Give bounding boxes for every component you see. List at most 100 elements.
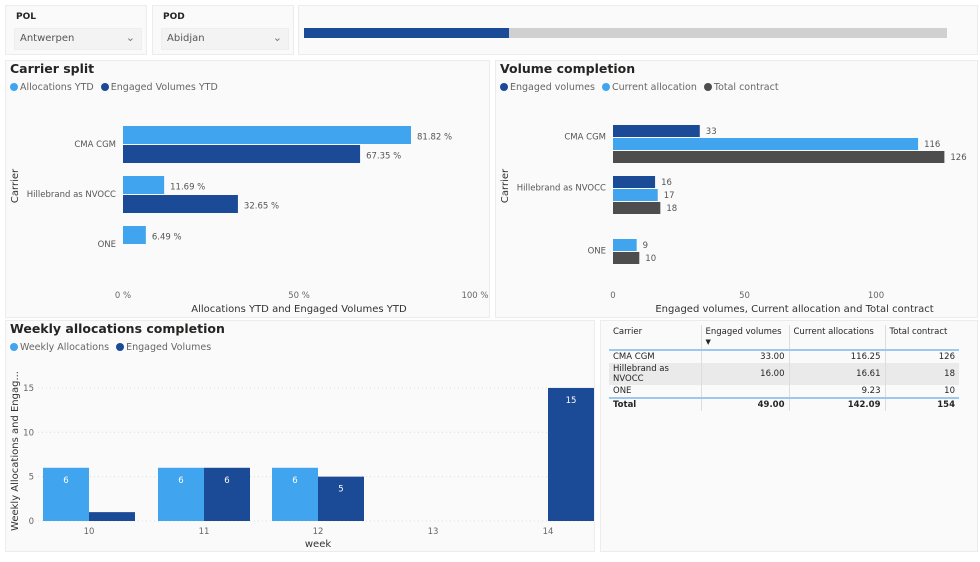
y-axis-title: Carrier bbox=[10, 168, 21, 203]
data-label: 116 bbox=[924, 140, 940, 150]
weekly-panel: Weekly allocations completion Weekly All… bbox=[5, 320, 595, 552]
bar bbox=[613, 151, 945, 163]
tick-label: 100 bbox=[868, 291, 884, 301]
data-label: 6.49 % bbox=[152, 232, 182, 242]
volume-completion-panel: Volume completion Engaged volumes Curren… bbox=[495, 60, 978, 318]
tick-label: 0 bbox=[29, 517, 34, 527]
bar bbox=[613, 176, 656, 188]
carrier-split-panel: Carrier split Allocations YTD Engaged Vo… bbox=[5, 60, 490, 318]
column-header[interactable]: Total contract bbox=[884, 325, 959, 350]
pod-label: POD bbox=[163, 12, 185, 22]
legend-item[interactable]: Engaged Volumes bbox=[116, 342, 211, 353]
bar bbox=[613, 252, 640, 264]
pol-slicer: POL Antwerpen ⌄ bbox=[5, 5, 147, 55]
data-label: 81.82 % bbox=[417, 132, 452, 142]
data-label: 67.35 % bbox=[366, 151, 401, 161]
bar bbox=[123, 176, 165, 194]
data-label: 33 bbox=[706, 127, 717, 137]
bar bbox=[204, 467, 250, 521]
pol-dropdown[interactable]: Antwerpen ⌄ bbox=[14, 28, 142, 50]
tick-label: 0 bbox=[610, 291, 615, 301]
bar bbox=[613, 138, 919, 150]
legend: Weekly Allocations Engaged Volumes bbox=[10, 342, 215, 353]
data-label: 17 bbox=[664, 191, 675, 201]
tick-label: 13 bbox=[428, 527, 439, 537]
legend-item[interactable]: Engaged volumes bbox=[500, 82, 595, 93]
category-label: Hillebrand as NVOCC bbox=[27, 190, 116, 200]
category-label: ONE bbox=[98, 240, 116, 250]
y-axis-title: Weekly Allocations and Engag... bbox=[10, 371, 21, 531]
weekly-chart: 0 5 10 15 10 11 12 13 14 6 6 6 6 5 15 week Weekly Alloca… bbox=[10, 371, 594, 550]
tick-label: 14 bbox=[543, 527, 554, 537]
legend: Allocations YTD Engaged Volumes YTD bbox=[10, 82, 222, 93]
summary-table-panel: Carrier Engaged volumes ▼ Current allocat… bbox=[600, 320, 978, 552]
bar bbox=[123, 195, 238, 213]
data-label: 6 bbox=[224, 476, 229, 486]
data-label: 6 bbox=[63, 476, 68, 486]
data-label: 126 bbox=[950, 153, 966, 163]
column-header[interactable]: Carrier bbox=[613, 327, 643, 337]
data-label: 11.69 % bbox=[170, 182, 205, 192]
bar bbox=[613, 202, 661, 214]
chevron-down-icon: ⌄ bbox=[125, 31, 135, 44]
data-label: 5 bbox=[338, 485, 343, 495]
bar bbox=[123, 226, 146, 244]
tick-label: 50 bbox=[739, 291, 750, 301]
pol-label: POL bbox=[16, 12, 36, 22]
pod-dropdown[interactable]: Abidjan ⌄ bbox=[161, 28, 289, 50]
sort-desc-icon: ▼ bbox=[705, 338, 711, 346]
tick-label: 12 bbox=[313, 527, 324, 537]
x-axis-title: Engaged volumes, Current allocation and … bbox=[655, 304, 933, 315]
column-header[interactable]: Current allocations bbox=[788, 325, 885, 350]
bar bbox=[123, 145, 361, 163]
y-axis-title: Carrier bbox=[500, 168, 511, 203]
tick-label: 50 % bbox=[288, 291, 310, 301]
x-axis-title: Allocations YTD and Engaged Volumes YTD bbox=[191, 304, 407, 315]
category-label: CMA CGM bbox=[564, 132, 606, 142]
bar bbox=[89, 512, 135, 521]
summary-table: Carrier Engaged volumes ▼ Current allocat… bbox=[609, 325, 959, 411]
chevron-down-icon: ⌄ bbox=[272, 31, 282, 44]
data-label: 16 bbox=[661, 178, 672, 188]
table-row: ONE 9.23 10 bbox=[609, 385, 959, 398]
tick-label: 10 bbox=[23, 428, 34, 438]
tick-label: 11 bbox=[199, 527, 210, 537]
bar bbox=[123, 126, 412, 144]
category-label: CMA CGM bbox=[74, 140, 116, 150]
tick-label: 10 bbox=[84, 527, 95, 537]
carrier-split-chart: CMA CGM Hillebrand as NVOCC ONE 81.82 % 11.6… bbox=[10, 126, 489, 315]
column-header[interactable]: Engaged volumes ▼ bbox=[700, 325, 789, 350]
x-axis-title: week bbox=[305, 539, 331, 550]
legend-item[interactable]: Allocations YTD bbox=[10, 82, 94, 93]
data-label: 15 bbox=[566, 396, 577, 406]
tick-label: 15 bbox=[23, 384, 34, 394]
bar bbox=[548, 387, 594, 521]
data-label: 6 bbox=[292, 476, 297, 486]
panel-title: Volume completion bbox=[500, 61, 636, 76]
pod-value: Abidjan bbox=[167, 33, 205, 44]
data-label: 32.65 % bbox=[244, 201, 279, 211]
volume-completion-chart: CMA CGM Hillebrand as NVOCC ONE 33 16 116 17 9 1… bbox=[500, 125, 967, 315]
legend-item[interactable]: Engaged Volumes YTD bbox=[100, 82, 218, 93]
progress-panel bbox=[298, 5, 978, 55]
bar bbox=[272, 467, 318, 521]
data-label: 6 bbox=[178, 476, 183, 486]
category-label: Hillebrand as NVOCC bbox=[517, 183, 606, 193]
bar bbox=[613, 239, 637, 251]
legend-item[interactable]: Current allocation bbox=[601, 82, 697, 93]
pol-value: Antwerpen bbox=[20, 33, 75, 44]
table-row: Hillebrand as NVOCC 16.00 16.61 18 bbox=[609, 363, 959, 385]
bar bbox=[613, 125, 700, 137]
bar bbox=[613, 189, 658, 201]
legend-item[interactable]: Total contract bbox=[703, 82, 779, 93]
tick-label: 100 % bbox=[461, 291, 488, 301]
bar bbox=[158, 467, 204, 521]
category-label: ONE bbox=[588, 246, 606, 256]
table-row: CMA CGM 33.00 116.25 126 bbox=[609, 350, 959, 363]
legend-item[interactable]: Weekly Allocations bbox=[10, 342, 109, 353]
tick-label: 5 bbox=[29, 473, 34, 483]
table-total-row: Total 49.00 142.09 154 bbox=[609, 398, 959, 411]
legend: Engaged volumes Current allocation Total… bbox=[500, 82, 783, 93]
bar bbox=[318, 476, 364, 521]
panel-title: Carrier split bbox=[10, 61, 95, 76]
